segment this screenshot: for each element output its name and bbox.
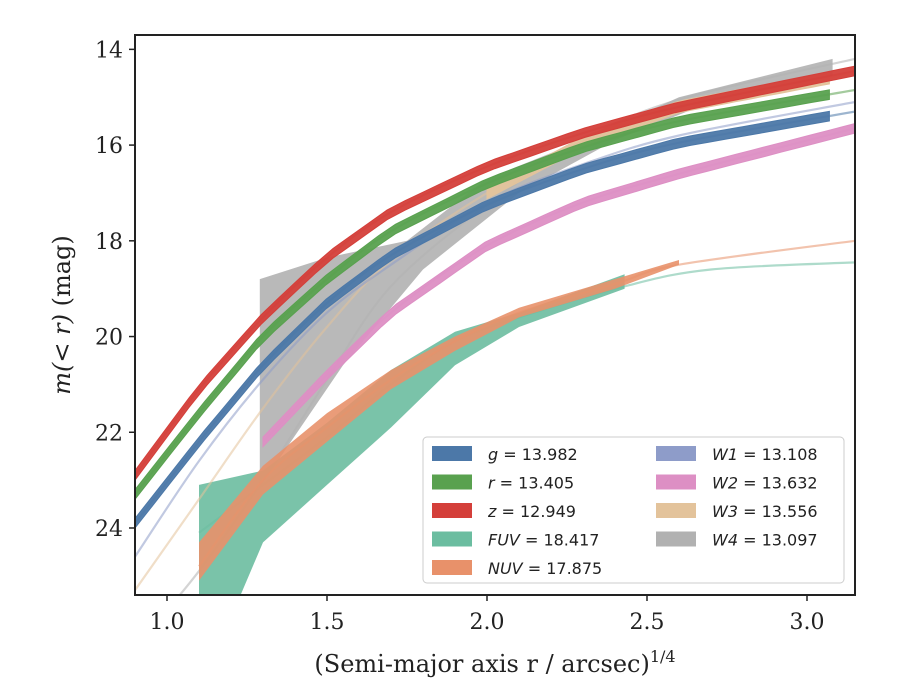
legend-entry-w3: W3 = 13.556 xyxy=(656,502,818,521)
legend-entry-fuv: FUV = 18.417 xyxy=(432,531,599,550)
y-tick-label: 16 xyxy=(95,134,123,159)
legend-swatch-g xyxy=(432,446,472,461)
legend-swatch-w2 xyxy=(656,474,696,490)
legend-label-w4: W4 = 13.097 xyxy=(712,531,818,550)
legend-frame xyxy=(422,436,845,584)
series-w2-band xyxy=(262,122,855,448)
legend-entry-g: g = 13.982 xyxy=(432,445,578,464)
y-tick-label: 18 xyxy=(95,230,123,255)
series-fuv-band xyxy=(199,274,625,595)
x-tick-label: 3.0 xyxy=(790,610,825,635)
x-tick-label: 1.5 xyxy=(310,610,345,635)
legend-label-fuv: FUV = 18.417 xyxy=(488,531,599,550)
legend-label-w1: W1 = 13.108 xyxy=(712,445,818,464)
legend-entry-w2: W2 = 13.632 xyxy=(656,474,818,493)
legend-swatch-fuv xyxy=(432,531,472,547)
legend-label-g: g = 13.982 xyxy=(488,445,578,464)
legend-swatch-r xyxy=(432,474,472,490)
series-w1-model-curve xyxy=(135,100,855,558)
plot-area xyxy=(135,57,855,595)
legend-label-r: r = 13.405 xyxy=(488,474,574,493)
series-r-model-curve xyxy=(135,88,855,496)
x-tick-label: 2.0 xyxy=(470,610,505,635)
y-tick-label: 24 xyxy=(95,517,123,542)
y-axis-label: m(< r) (mag) xyxy=(48,235,76,395)
y-tick-label: 20 xyxy=(95,326,123,351)
legend: g = 13.982 r = 13.405 z = 12.949 FUV = 18.4… xyxy=(422,436,845,584)
y-tick-label: 22 xyxy=(95,421,123,446)
x-axis-label: (Semi-major axis r / arcsec)1/4 xyxy=(314,647,675,678)
plot-frame xyxy=(134,34,856,596)
series-w4-band xyxy=(259,58,833,488)
legend-swatch-w4 xyxy=(656,531,696,547)
legend-entry-r: r = 13.405 xyxy=(432,474,574,493)
legend-swatch-nuv xyxy=(432,560,472,575)
legend-entry-nuv: NUV = 17.875 xyxy=(432,559,602,578)
legend-swatch-w1 xyxy=(656,446,696,461)
series-r-band xyxy=(135,89,830,501)
x-tick-label: 1.0 xyxy=(150,610,185,635)
legend-entry-w1: W1 = 13.108 xyxy=(656,445,818,464)
legend-label-nuv: NUV = 17.875 xyxy=(488,559,602,578)
x-tick-label: 2.5 xyxy=(630,610,665,635)
series-z-band xyxy=(135,65,855,481)
series-g-band xyxy=(135,110,830,529)
legend-entry-z: z = 12.949 xyxy=(432,502,576,521)
x-axis-label-superscript: 1/4 xyxy=(650,647,676,666)
legend-label-w2: W2 = 13.632 xyxy=(712,474,818,493)
ticks: 1.0 1.5 2.0 2.5 3.0 14 16 18 20 22 24 xyxy=(95,38,825,635)
legend-swatch-w3 xyxy=(656,503,696,518)
y-tick-label: 14 xyxy=(95,38,123,63)
legend-label-z: z = 12.949 xyxy=(487,502,576,521)
legend-entry-w4: W4 = 13.097 xyxy=(656,531,818,550)
legend-label-w3: W3 = 13.556 xyxy=(712,502,818,521)
legend-swatch-z xyxy=(432,503,472,518)
